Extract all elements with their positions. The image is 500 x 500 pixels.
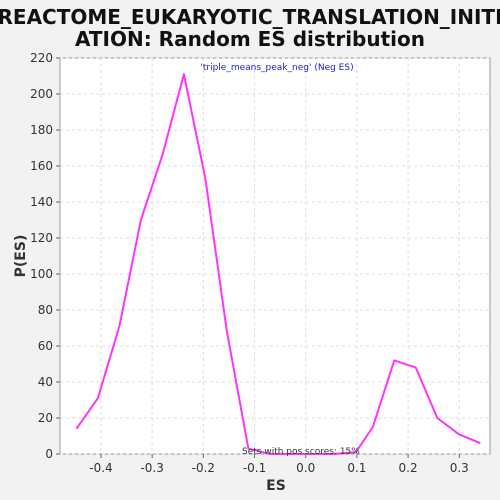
y-tick-label: 20	[38, 411, 53, 425]
x-tick-label: 0.2	[399, 461, 418, 475]
y-tick-label: 100	[30, 267, 53, 281]
y-tick-label: 80	[38, 303, 53, 317]
x-tick-label: -0.2	[192, 461, 215, 475]
x-tick-label: 0.0	[296, 461, 315, 475]
x-tick-label: 0.3	[450, 461, 469, 475]
y-tick-label: 0	[45, 447, 53, 461]
y-tick-label: 160	[30, 159, 53, 173]
grid	[60, 57, 490, 455]
y-tick-label: 180	[30, 123, 53, 137]
y-tick-label: 200	[30, 87, 53, 101]
y-tick-label: 220	[30, 51, 53, 65]
x-tick-label: 0.1	[347, 461, 366, 475]
x-tick-label: -0.4	[89, 461, 112, 475]
chart-title-line-1: REACTOME_EUKARYOTIC_TRANSLATION_INITI	[0, 5, 500, 29]
x-tick-label: -0.3	[140, 461, 163, 475]
series-label: 'triple_means_peak_neg' (Neg ES)	[200, 63, 353, 73]
pos-scores-note: Sets with pos scores: 15%	[242, 447, 360, 457]
y-tick-label: 40	[38, 375, 53, 389]
y-axis-label: P(ES)	[13, 235, 29, 278]
x-tick-label: -0.1	[243, 461, 266, 475]
series-line	[75, 73, 481, 455]
y-tick-label: 120	[30, 231, 53, 245]
x-axis-label: ES	[266, 478, 286, 494]
axis-ticks: 0 20 40 60 80 100 120 140 160 180 200 220 -0.4 -0.3 -0…	[30, 51, 469, 475]
plot-area	[59, 57, 491, 455]
y-tick-label: 60	[38, 339, 53, 353]
series-layer	[75, 73, 481, 455]
y-tick-label: 140	[30, 195, 53, 209]
chart-title-line-2: ATION: Random ES distribution	[75, 27, 425, 51]
